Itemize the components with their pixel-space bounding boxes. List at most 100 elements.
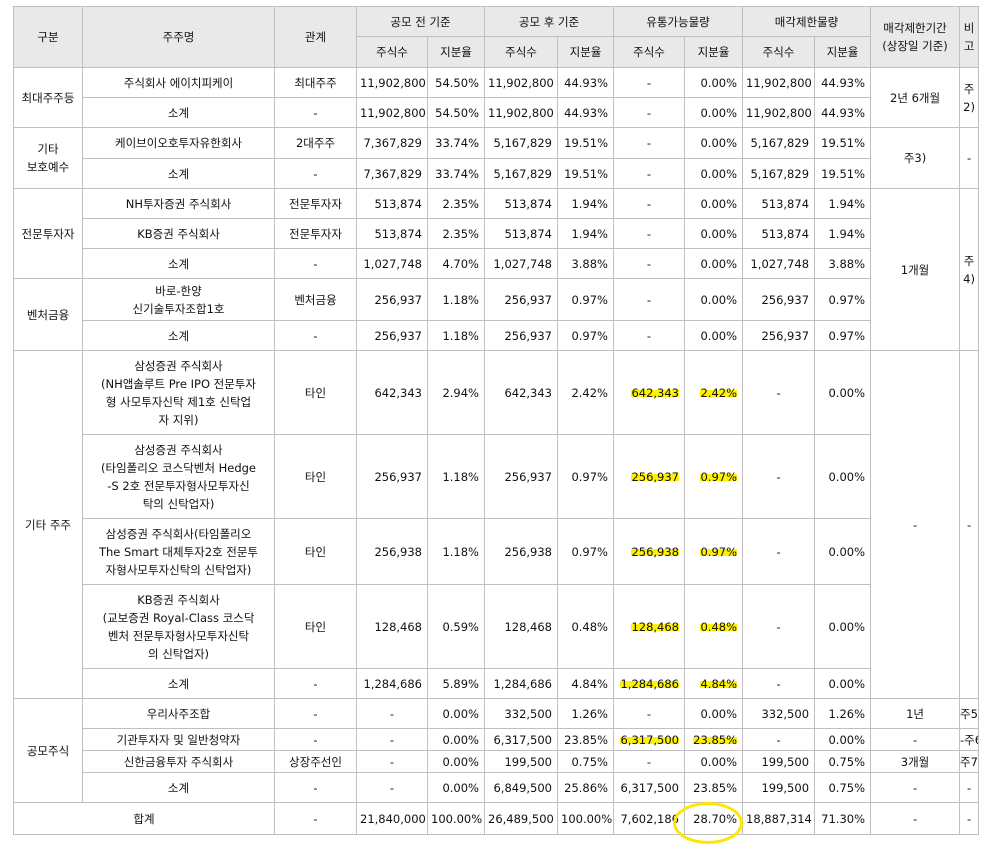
after-shares-value: 256,937 [504, 469, 552, 484]
holder-name: 소계 [82, 158, 275, 189]
after-ratio-value: 0.97% [571, 544, 608, 559]
relation-cell: 타인 [274, 350, 357, 435]
tradable-shares-value: 642,343 [631, 385, 679, 400]
before-shares-value: 7,367,829 [363, 166, 422, 181]
tradable-shares-cell: - [613, 698, 685, 729]
tradable-ratio-cell: 4.84% [683, 668, 744, 699]
tradable-ratio-value: 0.00% [700, 196, 738, 211]
after-shares-value: 256,937 [504, 328, 552, 343]
after-shares-value: 332,500 [504, 706, 552, 721]
before-shares-value: 642,343 [374, 385, 422, 400]
after-shares-value: 26,489,500 [488, 811, 554, 826]
lockup-period-cell: - [870, 728, 961, 751]
before-shares-value: 11,902,800 [360, 75, 426, 90]
relation-cell: - [274, 248, 357, 279]
after-ratio-value: 0.97% [571, 328, 608, 343]
after-shares-value: 5,167,829 [493, 166, 552, 181]
tradable-ratio-value: 0.00% [700, 166, 738, 181]
restricted-ratio-value: 44.93% [821, 105, 866, 120]
before-ratio-value: 0.00% [442, 732, 479, 747]
before-shares-value: 256,938 [374, 544, 422, 559]
header-before-offering: 공모 전 기준 [356, 6, 485, 37]
restricted-shares-value: 5,167,829 [750, 166, 810, 181]
table-row: 기타 주주 삼성증권 주식회사 (NH앱솔루트 Pre IPO 전문투자 형 사모… [13, 350, 980, 699]
lockup-period-cell: - [870, 802, 961, 835]
before-ratio-value: 100.00% [431, 811, 483, 826]
header-holder: 주주명 [82, 6, 275, 68]
restricted-shares-cell: 18,887,314 [742, 802, 816, 835]
before-ratio-value: 5.89% [442, 676, 479, 691]
restricted-shares-cell: - [742, 584, 816, 669]
after-shares-value: 1,284,686 [493, 676, 552, 691]
relation-cell: - [274, 728, 357, 751]
tradable-shares-cell: 256,938 [613, 518, 685, 585]
tradable-shares-cell: 642,343 [613, 350, 685, 435]
before-shares-cell: 7,367,829 [356, 158, 428, 189]
tradable-ratio-value: 23.85% [693, 780, 738, 795]
after-ratio-value: 1.26% [571, 706, 608, 721]
header-after-offering: 공모 후 기준 [484, 6, 614, 37]
holder-name: 우리사주조합 [82, 698, 275, 729]
after-shares-value: 11,902,800 [488, 105, 554, 120]
tradable-ratio-value: 0.00% [700, 256, 738, 271]
table-row: KB증권 주식회사 전문투자자 513,874 2.35% 513,874 1.94% -0… [14, 218, 979, 249]
tradable-shares-cell: - [613, 67, 685, 98]
restricted-shares-cell: 513,874 [742, 218, 816, 249]
tradable-shares-value: 6,317,500 [620, 732, 679, 747]
before-ratio-cell: 5.89% [427, 668, 485, 699]
lockup-period-cell: 주3) [870, 127, 961, 189]
restricted-ratio-value: 1.26% [828, 706, 866, 721]
after-ratio-value: 0.48% [571, 619, 608, 634]
restricted-shares-cell: - [742, 434, 816, 519]
relation-cell: - [274, 668, 357, 699]
before-shares-cell: 11,902,800 [356, 67, 428, 98]
lockup-period-cell: 3개월 [870, 750, 961, 773]
holder-name: 삼성증권 주식회사 (타임폴리오 코스닥벤처 Hedge -S 2호 전문투자형… [82, 434, 275, 519]
tradable-ratio-cell: 0.00% [683, 698, 744, 729]
after-ratio-value: 19.51% [564, 166, 608, 181]
header-relation: 관계 [274, 6, 357, 68]
restricted-ratio-value: 0.00% [828, 619, 866, 634]
restricted-shares-value: 11,902,800 [746, 105, 812, 120]
after-ratio-cell: 25.86% [557, 772, 614, 803]
table-row: 소계 -1,027,748 4.70% 1,027,748 3.88% -0.00% 1,0… [14, 248, 979, 279]
relation-cell: 상장주선인 [274, 750, 357, 773]
before-ratio-value: 54.50% [435, 75, 479, 90]
category-cell: 벤처금융 [13, 278, 83, 351]
tradable-shares-cell: - [613, 158, 685, 189]
before-shares-value: 513,874 [374, 226, 422, 241]
after-shares-cell: 256,937 [484, 278, 558, 321]
header-shares: 주식수 [613, 36, 685, 68]
note-cell: - [959, 802, 980, 835]
before-ratio-value: 1.18% [442, 469, 479, 484]
restricted-ratio-value: 0.00% [828, 676, 866, 691]
after-shares-value: 256,938 [504, 544, 552, 559]
restricted-ratio-value: 1.94% [828, 226, 866, 241]
holder-name: 소계 [82, 97, 275, 128]
tradable-shares-cell: 128,468 [613, 584, 685, 669]
restricted-ratio-cell: 0.97% [814, 278, 872, 321]
restricted-ratio-cell: 19.51% [814, 127, 872, 159]
tradable-shares-cell: - [613, 188, 685, 219]
relation-cell: - [274, 320, 357, 351]
after-ratio-cell: 1.94% [557, 218, 614, 249]
restricted-shares-cell: 256,937 [742, 320, 816, 351]
header-lockup-period: 매각제한기간 (상장일 기준) [870, 6, 961, 68]
tradable-ratio-value: 0.00% [700, 706, 738, 721]
holder-name: 소계 [82, 772, 275, 803]
restricted-shares-cell: 5,167,829 [742, 127, 816, 159]
note-cell: 주4) [959, 188, 980, 351]
lockup-period-cell: - [870, 350, 961, 699]
holder-name: 바로-한양 신기술투자조합1호 [82, 278, 275, 321]
relation-cell: - [274, 802, 357, 835]
after-shares-value: 199,500 [504, 754, 552, 769]
table-row: 공모주식 우리사주조합 - -0.00% 332,500 1.26% -0.00% 332,5… [13, 698, 980, 803]
restricted-shares-value: 256,937 [761, 328, 810, 343]
restricted-ratio-value: 0.75% [828, 754, 866, 769]
tradable-shares-cell: - [613, 248, 685, 279]
before-ratio-cell: 1.18% [427, 434, 485, 519]
tradable-ratio-value: 0.00% [700, 75, 738, 90]
before-ratio-value: 0.59% [442, 619, 479, 634]
relation-cell: - [274, 158, 357, 189]
header-shares: 주식수 [356, 36, 428, 68]
